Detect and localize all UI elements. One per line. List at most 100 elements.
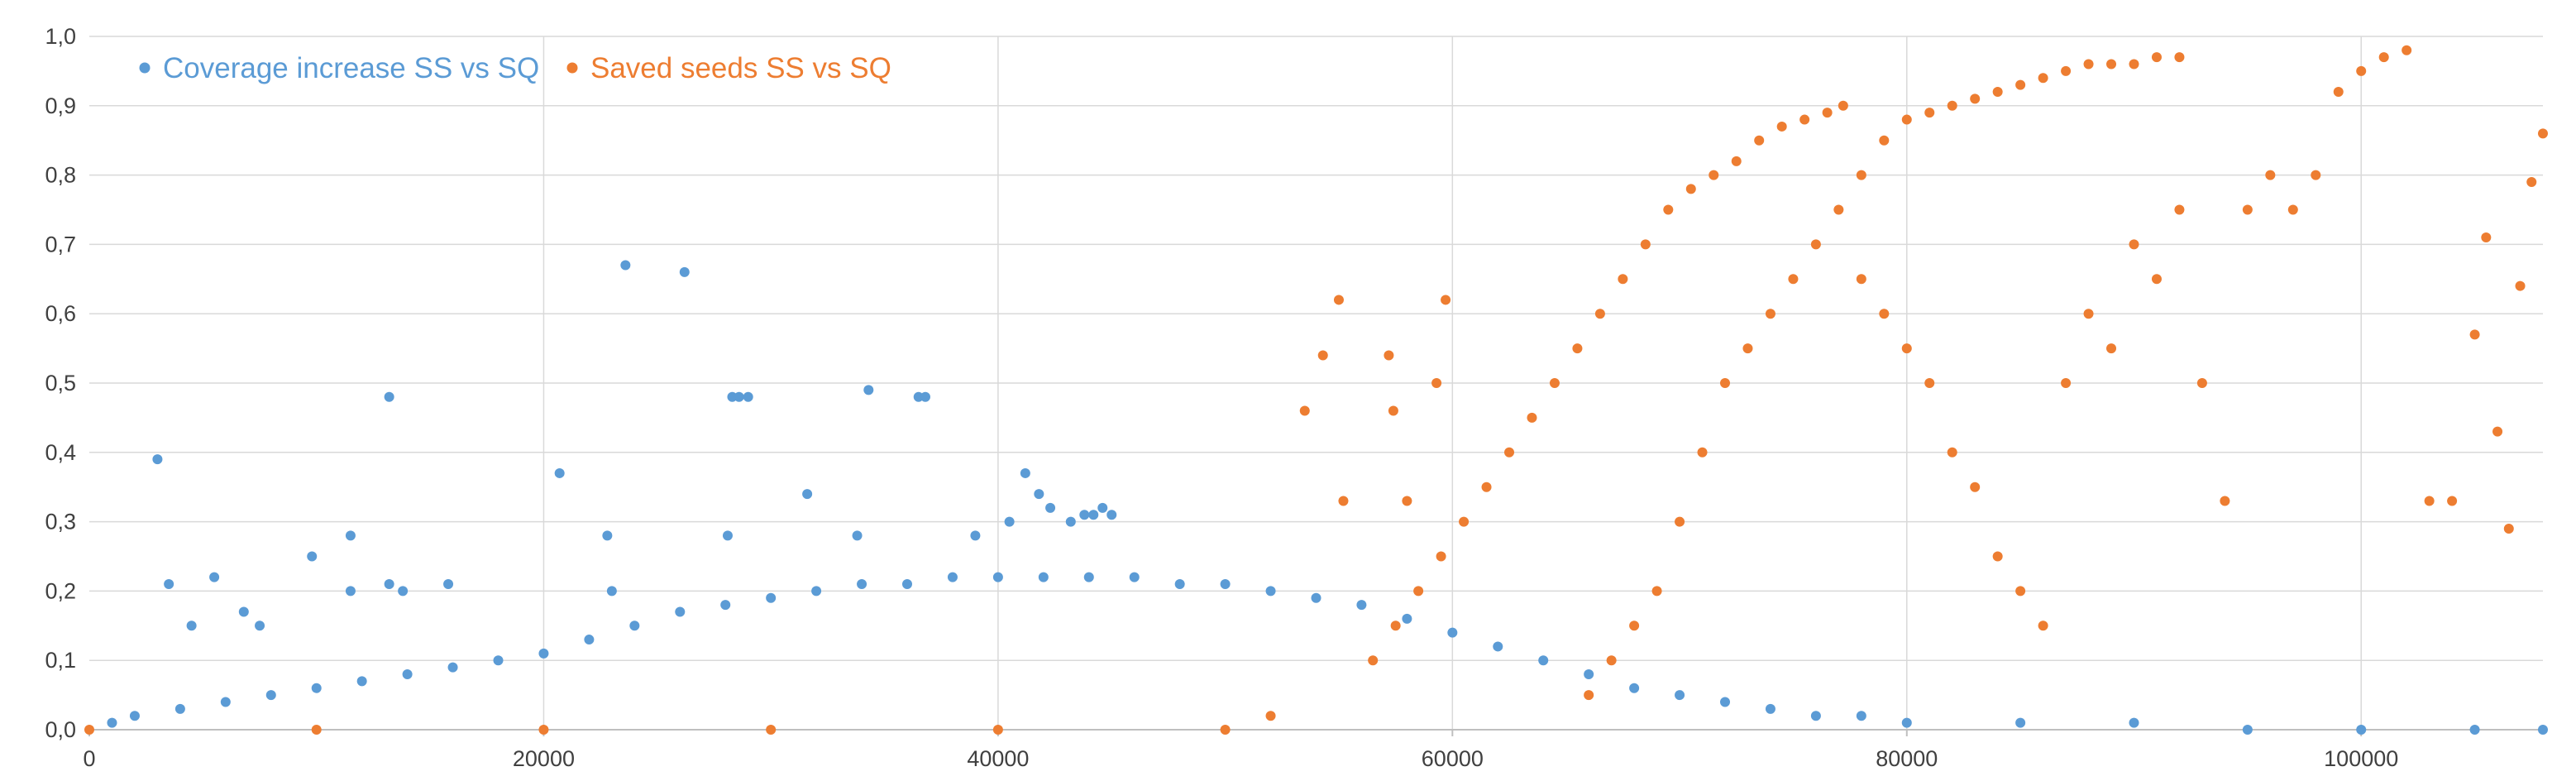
data-point [2015, 79, 2026, 90]
data-point [255, 620, 265, 631]
data-point [902, 579, 912, 590]
data-point [1856, 274, 1866, 285]
data-point [1431, 378, 1442, 388]
data-point [107, 717, 117, 728]
data-point [2538, 725, 2548, 735]
data-point [1788, 274, 1799, 285]
data-point [538, 648, 549, 659]
data-point [1220, 579, 1231, 590]
data-points [84, 45, 2548, 735]
data-point [992, 725, 1003, 735]
data-point [384, 391, 394, 402]
data-point [2151, 274, 2162, 285]
series-1-points [107, 260, 2548, 735]
y-tick-label: 0,6 [45, 301, 76, 326]
data-point [538, 725, 549, 735]
data-point [2356, 725, 2367, 735]
data-point [1970, 482, 1981, 492]
y-tick-label: 0,8 [45, 163, 76, 188]
data-point [2061, 65, 2072, 76]
data-point [2220, 496, 2230, 506]
data-point [1742, 343, 1753, 354]
data-point [1311, 592, 1321, 603]
data-point [2174, 52, 2185, 63]
data-point [766, 725, 777, 735]
data-point [1901, 717, 1912, 728]
data-point [1709, 170, 1719, 180]
data-point [1663, 204, 1674, 215]
data-point [447, 662, 458, 673]
data-point [1765, 309, 1775, 319]
data-point [857, 579, 867, 590]
data-point [1265, 711, 1276, 721]
data-point [2242, 725, 2253, 735]
gridlines [89, 36, 2543, 730]
data-point [920, 391, 930, 402]
data-point [722, 530, 733, 541]
data-point [1901, 114, 1912, 125]
data-point [1754, 135, 1765, 146]
data-point [1992, 87, 2003, 98]
data-point [811, 586, 822, 597]
x-tick-label: 0 [83, 746, 95, 771]
data-point [766, 592, 777, 603]
legend-marker [139, 62, 151, 74]
data-point [1079, 510, 1090, 520]
data-point [356, 676, 367, 687]
data-point [2481, 232, 2492, 243]
data-point [1481, 482, 1492, 492]
data-point [2356, 65, 2367, 76]
data-point [852, 530, 863, 541]
data-point [2038, 73, 2048, 84]
data-point [743, 391, 753, 402]
data-point [2106, 59, 2117, 69]
data-point [209, 572, 220, 582]
y-tick-label: 1,0 [45, 24, 76, 49]
data-point [2469, 329, 2480, 340]
data-point [2129, 717, 2139, 728]
data-point [1299, 405, 1310, 416]
data-point [152, 454, 163, 465]
data-point [1901, 343, 1912, 354]
data-point [2333, 87, 2344, 98]
data-point [727, 391, 738, 402]
data-point [174, 703, 185, 714]
data-point [970, 530, 981, 541]
data-point [265, 690, 276, 701]
data-point [311, 683, 322, 693]
data-point [1020, 467, 1030, 478]
data-point [2287, 204, 2298, 215]
data-point [2015, 586, 2026, 597]
data-point [1675, 516, 1685, 527]
data-point [1833, 204, 1844, 215]
data-point [1402, 613, 1412, 624]
data-point [1549, 378, 1560, 388]
data-point [1413, 586, 1424, 597]
legend-marker [566, 62, 578, 74]
data-point [1799, 114, 1810, 125]
data-point [1879, 309, 1890, 319]
data-point [2424, 496, 2435, 506]
data-point [307, 551, 318, 562]
data-point [84, 725, 94, 735]
data-point [443, 579, 454, 590]
data-point [1838, 100, 1848, 111]
data-point [2106, 343, 2117, 354]
data-point [2174, 204, 2185, 215]
data-point [1584, 690, 1594, 701]
data-point [2196, 378, 2207, 388]
data-point [1651, 586, 1662, 597]
data-point [1106, 510, 1117, 520]
data-point [1390, 620, 1401, 631]
data-point [1088, 510, 1099, 520]
y-tick-label: 0,5 [45, 371, 76, 395]
data-point [1538, 655, 1549, 666]
data-point [1333, 295, 1344, 305]
data-point [1970, 93, 1981, 104]
data-point [2242, 204, 2253, 215]
y-tick-label: 0,2 [45, 578, 76, 603]
x-tick-label: 100000 [2324, 746, 2398, 771]
data-point [1731, 156, 1742, 166]
data-point [1338, 496, 1349, 506]
data-point [1384, 350, 1394, 361]
